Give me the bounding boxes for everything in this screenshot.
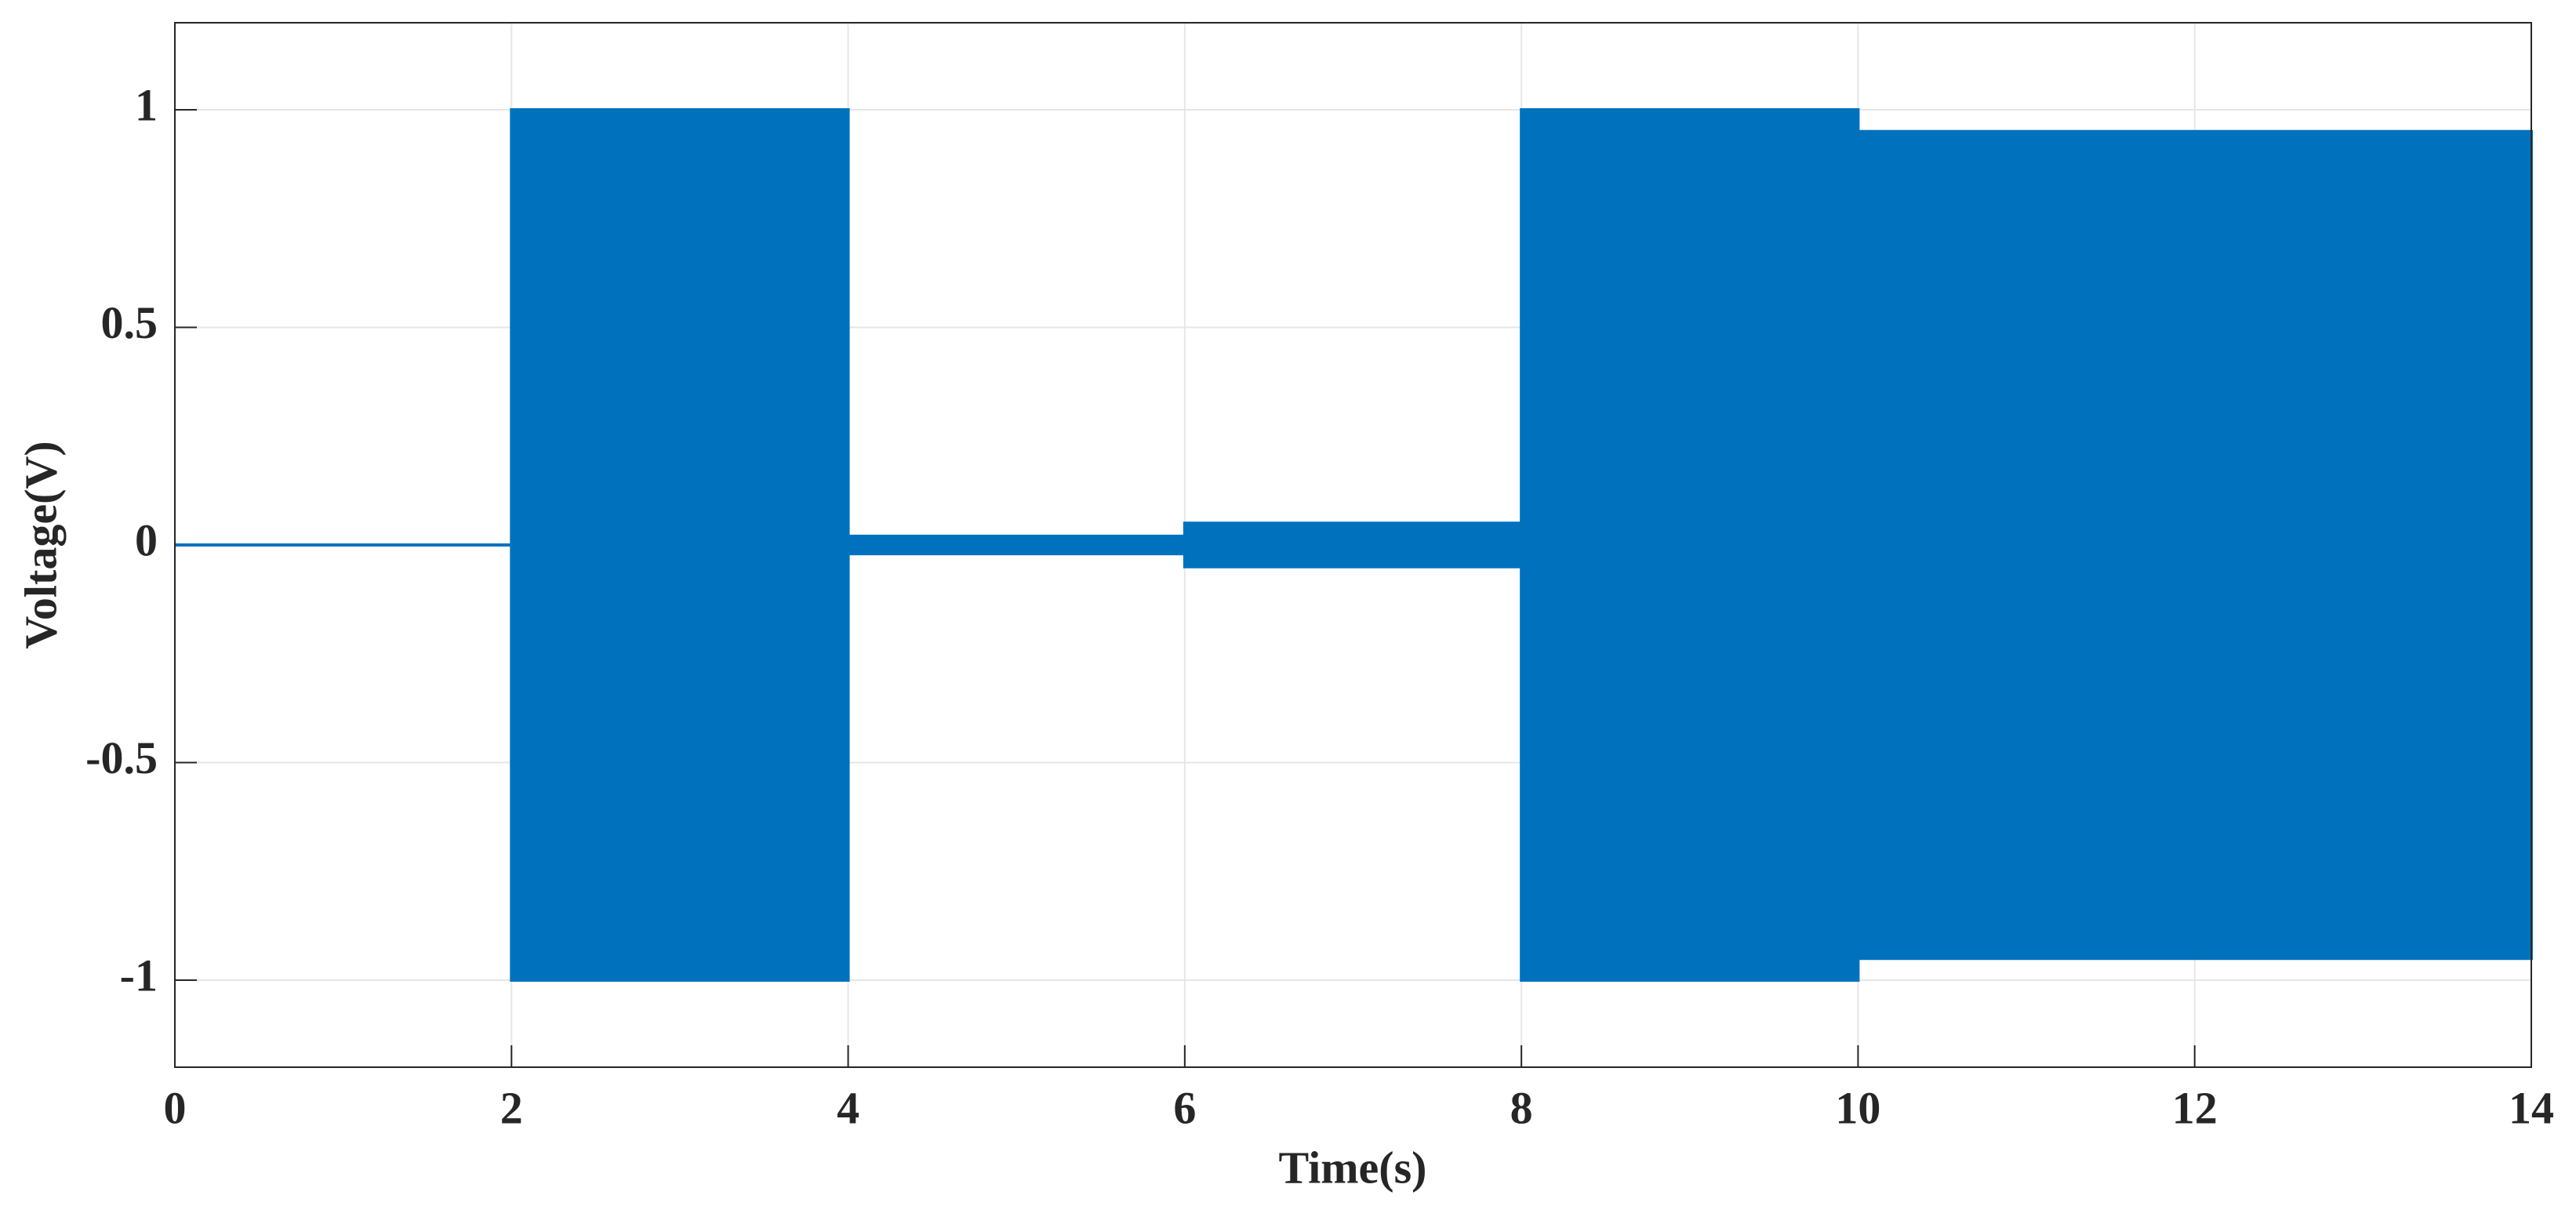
y-tick-label: 1 bbox=[135, 79, 158, 130]
y-tick-label: -1 bbox=[120, 950, 158, 1001]
x-tick-label: 8 bbox=[1510, 1082, 1533, 1133]
x-tick-label: 10 bbox=[1835, 1082, 1880, 1133]
x-tick-label: 14 bbox=[2509, 1082, 2554, 1133]
x-tick-label: 6 bbox=[1173, 1082, 1196, 1133]
y-axis-label: Voltage(V) bbox=[15, 441, 66, 648]
plot-frame bbox=[174, 22, 2532, 1068]
x-axis-label: Time(s) bbox=[1278, 1142, 1426, 1193]
y-tick-label: -0.5 bbox=[85, 732, 158, 783]
signal-area bbox=[175, 108, 2533, 547]
x-tick-label: 2 bbox=[500, 1082, 523, 1133]
x-tick-label: 4 bbox=[837, 1082, 859, 1133]
x-tick-label: 12 bbox=[2172, 1082, 2218, 1133]
x-tick-label: 0 bbox=[164, 1082, 187, 1133]
y-tick-label: 0.5 bbox=[101, 297, 158, 348]
y-tick-label: 0 bbox=[135, 514, 158, 565]
signal-area bbox=[175, 543, 2533, 982]
